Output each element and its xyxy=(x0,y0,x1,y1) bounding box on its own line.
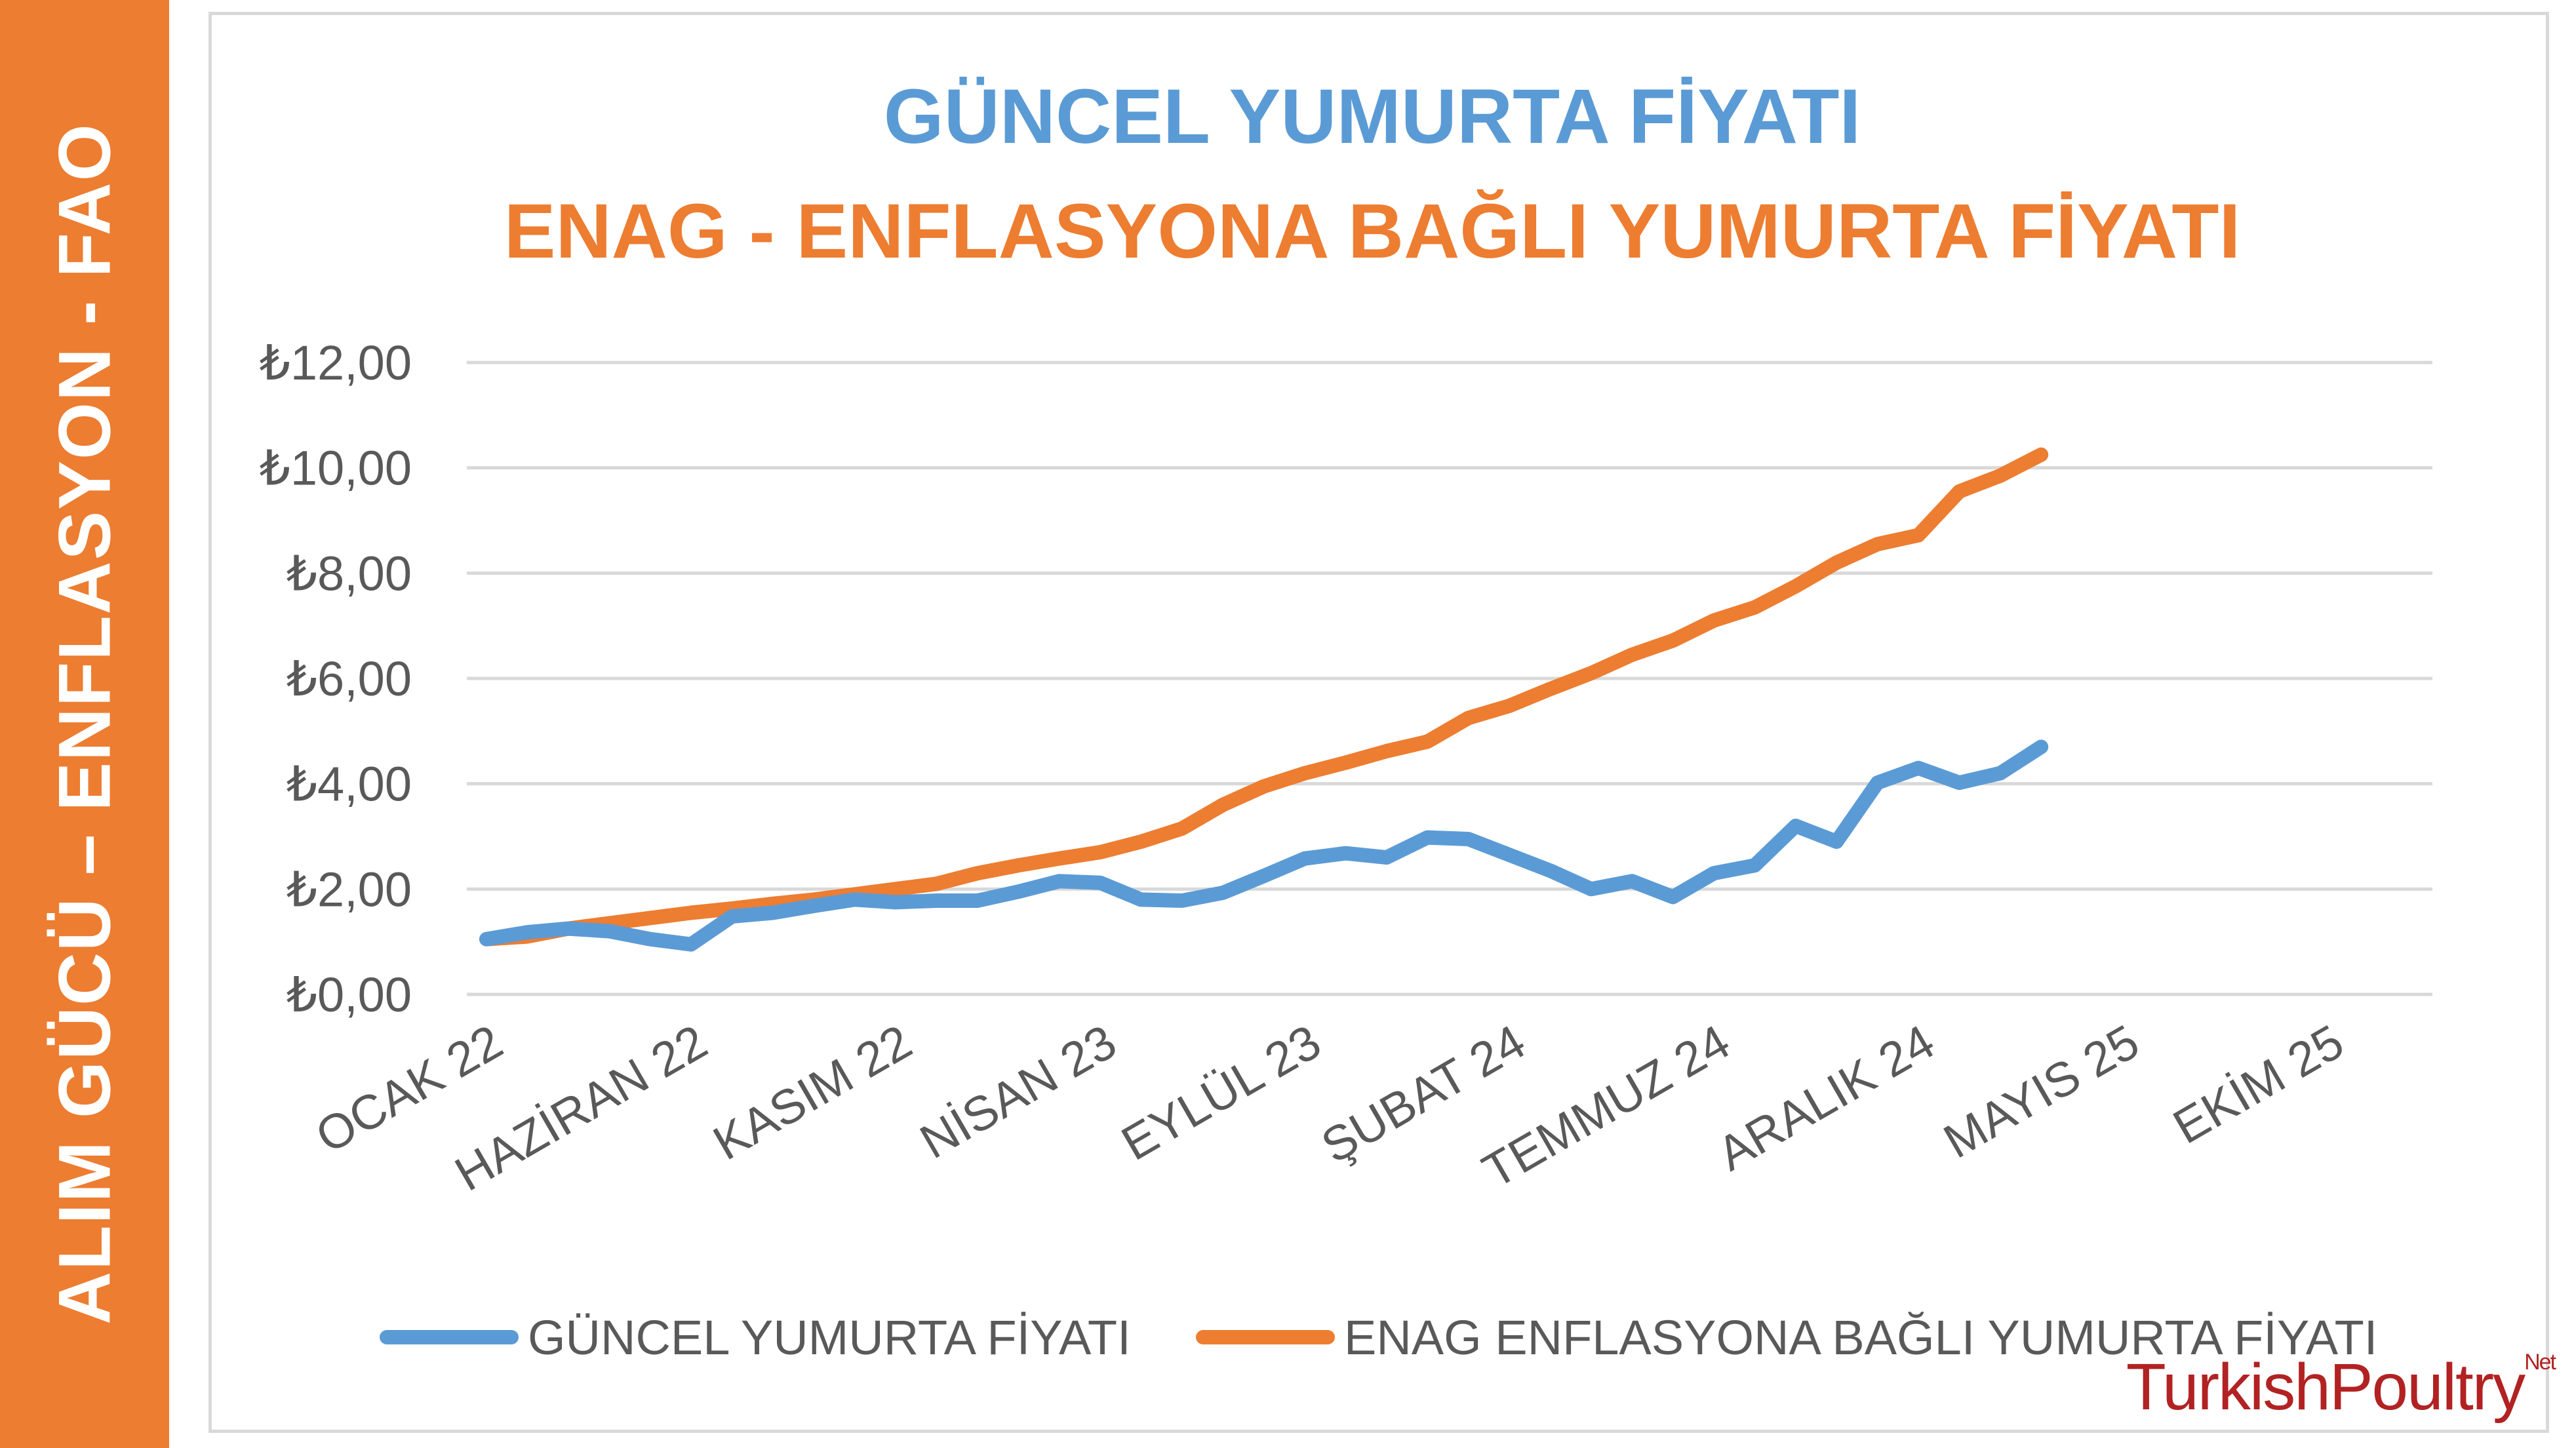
y-tick-label: ₺8,00 xyxy=(287,546,412,600)
x-tick-label: EKİM 25 xyxy=(2164,1014,2352,1154)
x-tick-label: MAYIS 25 xyxy=(1935,1014,2148,1169)
series-lines xyxy=(479,447,2049,952)
y-tick-label: ₺12,00 xyxy=(260,336,412,390)
logo-suffix: Net xyxy=(2524,1350,2556,1375)
series-line xyxy=(479,739,2049,952)
logo-text: TurkishPoultry xyxy=(2126,1350,2526,1424)
legend-label: ENAG ENFLASYONA BAĞLI YUMURTA FİYATI xyxy=(1344,1310,2377,1365)
series-line xyxy=(479,447,2049,947)
x-tick-label: KASIM 22 xyxy=(704,1014,921,1170)
y-tick-label: ₺4,00 xyxy=(287,757,412,812)
gridlines xyxy=(467,361,2432,996)
legend-label: GÜNCEL YUMURTA FİYATI xyxy=(528,1310,1131,1365)
y-axis-ticks: ₺0,00 ₺2,00 ₺4,00 ₺6,00 ₺8,00 ₺10,00 ₺12,00 xyxy=(260,336,412,1022)
y-tick-label: ₺2,00 xyxy=(287,862,412,916)
x-tick-label: EYLÜL 23 xyxy=(1113,1014,1330,1171)
chart-frame xyxy=(208,12,2549,1433)
side-banner: ALIM GÜCÜ – ENFLASYON - FAO xyxy=(0,0,169,1448)
brand-logo: TurkishPoultryNet xyxy=(2126,1350,2556,1425)
chart-title: GÜNCEL YUMURTA FİYATI xyxy=(884,73,1861,160)
y-tick-label: ₺0,00 xyxy=(287,968,412,1022)
x-tick-label: ARALIK 24 xyxy=(1708,1014,1943,1181)
y-tick-label: ₺10,00 xyxy=(260,441,412,496)
legend: GÜNCEL YUMURTA FİYATI ENAG ENFLASYONA BAĞ… xyxy=(380,1310,2377,1365)
x-tick-label: NİSAN 23 xyxy=(911,1014,1125,1169)
chart-subtitle: ENAG - ENFLASYONA BAĞLI YUMURTA FİYATI xyxy=(504,188,2241,275)
y-tick-label: ₺6,00 xyxy=(287,652,412,706)
